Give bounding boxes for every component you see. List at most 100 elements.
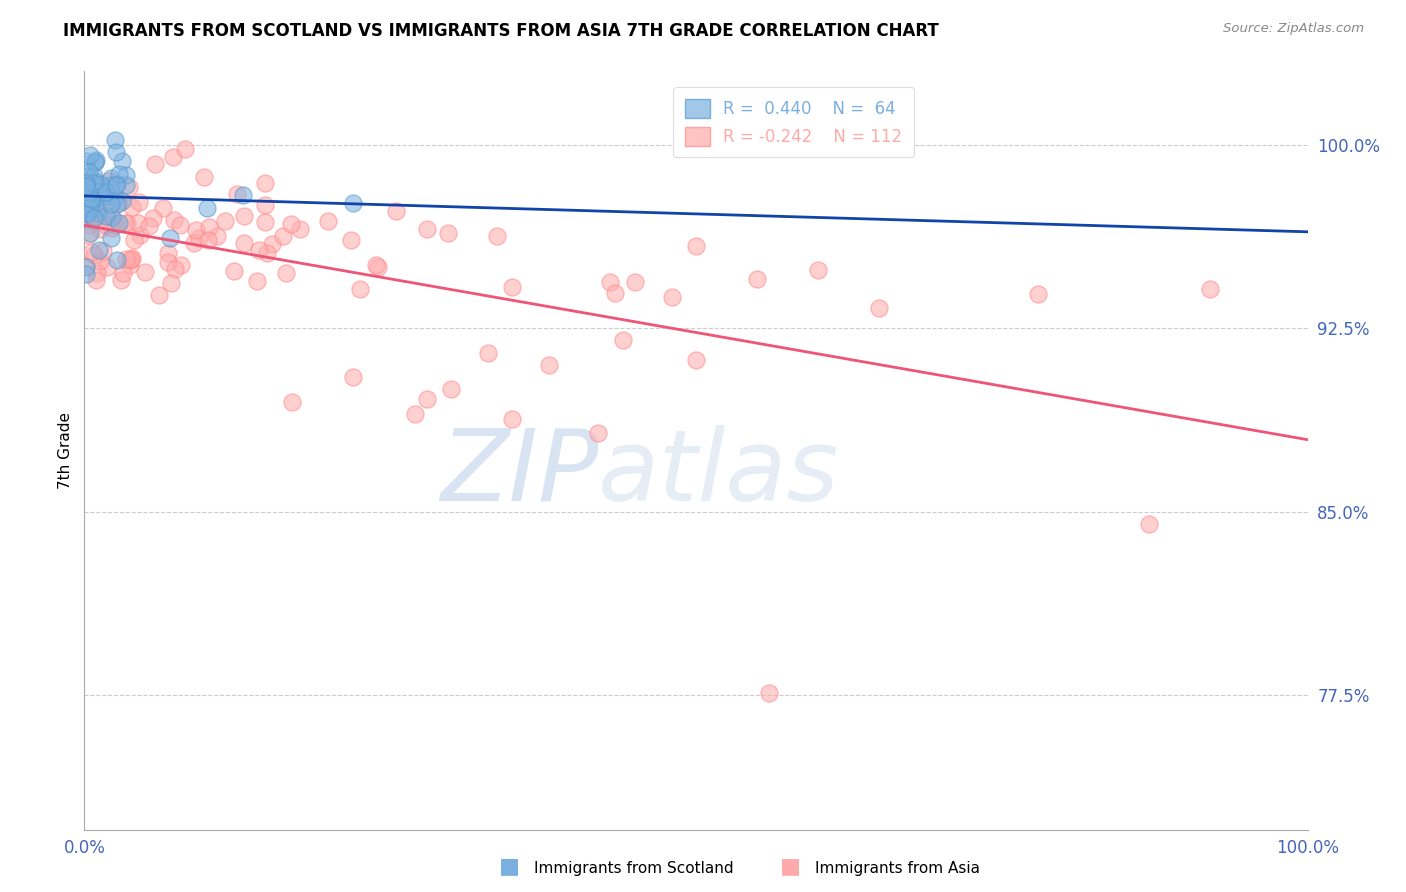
Point [79, 148, 101, 162]
Point [118, 179, 141, 194]
Point [385, 204, 408, 219]
Point [163, 262, 186, 277]
Point [501, 280, 523, 294]
Point [75, 153, 97, 168]
Point [586, 426, 609, 441]
Point [170, 258, 193, 272]
Point [89, 253, 111, 268]
Point [79, 211, 101, 226]
Point [75, 179, 97, 194]
Point [477, 345, 499, 359]
Point [89, 209, 111, 223]
Point [207, 229, 229, 244]
Point [94, 218, 117, 232]
Point [1028, 286, 1050, 301]
Point [349, 282, 371, 296]
Point [174, 143, 197, 157]
Point [89, 221, 111, 235]
Point [76, 207, 98, 221]
Point [105, 177, 128, 191]
Point [75, 259, 97, 273]
Point [75, 176, 97, 190]
Point [100, 208, 122, 222]
Point [77, 218, 100, 232]
Point [340, 234, 363, 248]
Point [79, 165, 101, 179]
Point [316, 214, 339, 228]
Point [104, 192, 127, 206]
Point [256, 245, 278, 260]
Text: ■: ■ [780, 856, 801, 876]
Point [685, 239, 707, 253]
Point [160, 276, 183, 290]
Point [342, 370, 364, 384]
Point [108, 167, 131, 181]
Point [83, 182, 105, 196]
Point [108, 216, 131, 230]
Text: atlas: atlas [598, 425, 839, 522]
Point [75, 268, 97, 282]
Point [214, 213, 236, 227]
Point [162, 150, 184, 164]
Point [104, 145, 127, 159]
Point [89, 177, 111, 191]
Point [115, 168, 138, 182]
Point [416, 392, 439, 406]
Point [82, 245, 104, 260]
Point [127, 216, 149, 230]
Point [232, 187, 254, 202]
Point [485, 228, 508, 243]
Point [83, 176, 105, 190]
Point [193, 170, 215, 185]
Point [100, 170, 122, 185]
Point [121, 251, 143, 265]
Point [233, 236, 256, 251]
Text: Immigrants from Scotland: Immigrants from Scotland [534, 861, 734, 876]
Point [110, 153, 132, 168]
Point [138, 219, 160, 234]
Text: ■: ■ [499, 856, 520, 876]
Point [87, 206, 110, 220]
Point [437, 226, 460, 240]
Point [253, 215, 276, 229]
Point [148, 288, 170, 302]
Point [121, 200, 143, 214]
Point [115, 252, 138, 267]
Point [184, 222, 207, 236]
Point [77, 202, 100, 216]
Point [246, 274, 269, 288]
Point [83, 174, 105, 188]
Point [105, 252, 128, 267]
Text: Source: ZipAtlas.com: Source: ZipAtlas.com [1223, 22, 1364, 36]
Point [87, 186, 110, 200]
Point [281, 394, 304, 409]
Point [122, 233, 145, 247]
Point [224, 264, 246, 278]
Point [87, 243, 110, 257]
Point [83, 212, 105, 227]
Point [129, 227, 152, 242]
Point [79, 180, 101, 194]
Point [1137, 516, 1160, 531]
Point [197, 219, 219, 234]
Point [93, 188, 115, 202]
Point [440, 382, 463, 396]
Point [416, 222, 439, 236]
Point [80, 192, 103, 206]
Point [76, 196, 98, 211]
Point [80, 197, 103, 211]
Point [104, 178, 127, 192]
Point [76, 205, 98, 219]
Point [134, 265, 156, 279]
Point [75, 260, 97, 274]
Point [502, 411, 524, 425]
Point [271, 229, 294, 244]
Point [612, 334, 634, 348]
Point [342, 196, 364, 211]
Point [120, 252, 142, 266]
Point [747, 271, 769, 285]
Point [77, 173, 100, 187]
Point [114, 178, 136, 192]
Point [183, 235, 205, 250]
Point [84, 153, 107, 167]
